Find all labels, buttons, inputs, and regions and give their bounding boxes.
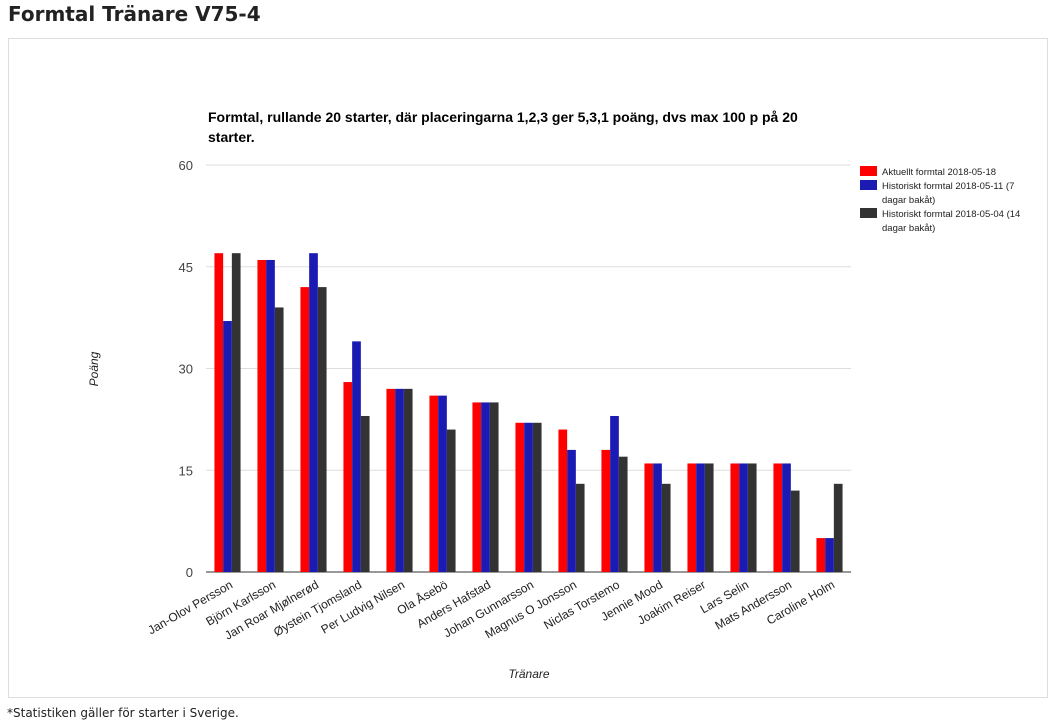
legend: Aktuellt formtal 2018-05-18 Historiskt fo…	[860, 166, 1020, 234]
bar	[395, 388, 404, 572]
bar	[223, 321, 232, 572]
y-tick-label: 0	[186, 565, 193, 580]
bar	[489, 402, 499, 572]
bar	[661, 483, 671, 572]
bar-chart: Formtal, rullande 20 starter, där placer…	[87, 109, 1020, 681]
bar	[644, 463, 654, 572]
bar	[446, 429, 456, 572]
bar	[773, 463, 783, 572]
bar	[610, 415, 619, 572]
bar	[481, 402, 490, 572]
y-tick-label: 60	[179, 158, 193, 173]
bar	[825, 538, 834, 572]
bar	[429, 395, 439, 572]
bar	[532, 422, 542, 572]
bar	[317, 287, 327, 572]
legend-swatch	[860, 166, 877, 176]
bar	[386, 388, 396, 572]
bar	[730, 463, 740, 572]
legend-label: Historiskt formtal 2018-05-04 (14 dagar b…	[882, 209, 1020, 234]
chart-title-line-1: Formtal, rullande 20 starter, där placer…	[208, 109, 798, 125]
y-axis-ticks: 0 15 30 45 60	[179, 158, 193, 580]
bar	[704, 463, 714, 572]
bar	[790, 490, 800, 572]
y-tick-label: 30	[179, 362, 193, 377]
bar	[300, 287, 310, 572]
bar	[782, 463, 791, 572]
bar	[618, 456, 628, 572]
y-tick-label: 15	[179, 463, 193, 478]
y-axis-label: Poäng	[87, 351, 101, 386]
bar	[438, 395, 447, 572]
legend-label: Historiskt formtal 2018-05-11 (7 dagar ba…	[882, 181, 1014, 206]
bar	[472, 402, 482, 572]
bar	[274, 307, 284, 572]
bar	[747, 463, 757, 572]
bar	[343, 382, 353, 572]
bar	[653, 463, 662, 572]
x-axis-label: Tränare	[508, 667, 549, 681]
chart-panel: Formtal, rullande 20 starter, där placer…	[8, 38, 1048, 698]
bar	[524, 422, 533, 572]
bar	[360, 415, 370, 572]
page-title: Formtal Tränare V75-4	[8, 2, 261, 26]
bar	[558, 429, 568, 572]
bar	[214, 253, 224, 572]
bar	[575, 483, 585, 572]
bar	[833, 483, 843, 572]
bar	[231, 253, 241, 572]
bar	[687, 463, 697, 572]
y-tick-label: 45	[179, 260, 193, 275]
legend-label: Aktuellt formtal 2018-05-18	[882, 167, 996, 178]
chart-title-line-2: starter.	[208, 129, 255, 145]
bars	[214, 253, 843, 572]
bar	[696, 463, 705, 572]
bar	[816, 538, 826, 572]
bar	[567, 449, 576, 572]
bar	[352, 341, 361, 572]
bar	[257, 259, 267, 572]
bar	[515, 422, 525, 572]
bar	[309, 253, 318, 572]
bar	[266, 259, 275, 572]
bar	[403, 388, 413, 572]
bar	[601, 449, 611, 572]
bar	[739, 463, 748, 572]
legend-swatch	[860, 180, 877, 190]
legend-swatch	[860, 208, 877, 218]
footnote: *Statistiken gäller för starter i Sverig…	[7, 706, 239, 720]
